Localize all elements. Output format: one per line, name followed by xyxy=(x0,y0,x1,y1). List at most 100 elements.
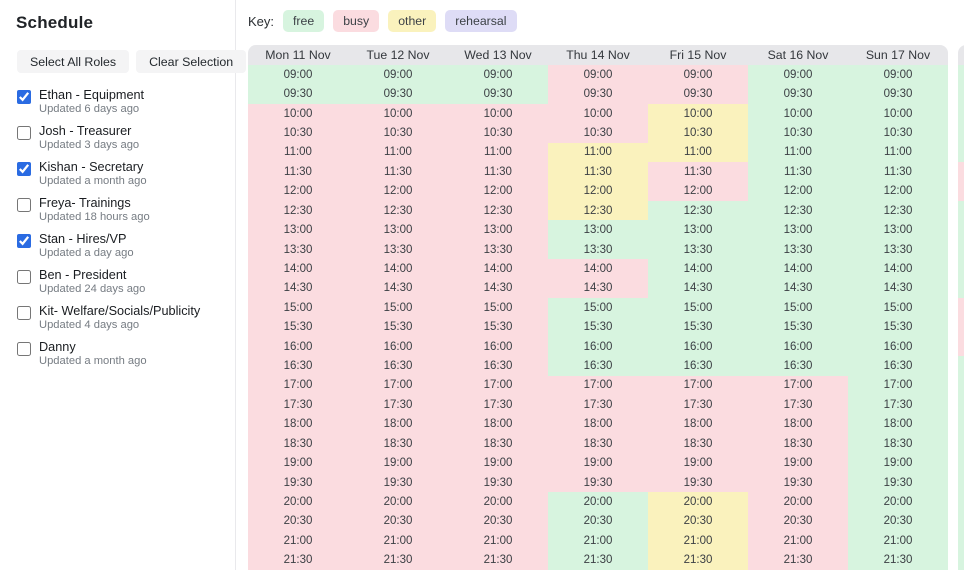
time-cell: 13:30 xyxy=(248,239,348,260)
time-cell: 09:00 xyxy=(648,65,748,85)
time-cell: 18:30 xyxy=(748,434,848,454)
role-item[interactable]: Stan - Hires/VP Updated a day ago xyxy=(0,232,235,260)
time-cell: 21:00 xyxy=(648,531,748,551)
role-updated: Updated 4 days ago xyxy=(39,319,140,331)
time-cell: 10:30 xyxy=(848,123,948,143)
time-cell: 20:00 xyxy=(848,492,948,512)
time-cell-partial xyxy=(958,550,964,570)
time-cell-partial xyxy=(958,375,964,396)
time-cell-partial xyxy=(958,142,964,163)
time-cell: 20:30 xyxy=(848,511,948,532)
time-cell: 12:00 xyxy=(748,181,848,201)
time-cell: 11:00 xyxy=(548,142,648,163)
time-cell-partial xyxy=(958,239,964,260)
time-cell: 09:30 xyxy=(648,84,748,104)
time-cell: 20:00 xyxy=(248,492,348,512)
time-cell: 10:00 xyxy=(248,103,348,124)
time-cell-partial xyxy=(958,200,964,221)
time-cell: 18:00 xyxy=(548,414,648,435)
role-updated: Updated 24 days ago xyxy=(39,283,146,295)
time-cell: 19:00 xyxy=(748,453,848,473)
time-cell-partial xyxy=(958,414,964,435)
time-cell: 12:30 xyxy=(548,200,648,221)
role-name: Danny xyxy=(39,340,76,354)
time-cell: 16:00 xyxy=(748,336,848,357)
role-checkbox[interactable] xyxy=(17,162,31,176)
time-cell: 14:30 xyxy=(848,278,948,299)
role-text: Josh - Treasurer Updated 3 days ago xyxy=(39,124,139,152)
time-cell: 09:30 xyxy=(548,84,648,104)
time-cell: 21:00 xyxy=(448,531,548,551)
time-cell-partial xyxy=(958,298,964,318)
time-cell: 17:30 xyxy=(648,395,748,415)
role-item[interactable]: Josh - Treasurer Updated 3 days ago xyxy=(0,124,235,152)
role-checkbox[interactable] xyxy=(17,270,31,284)
time-cell: 10:30 xyxy=(248,123,348,143)
time-cell: 21:00 xyxy=(748,531,848,551)
role-checkbox[interactable] xyxy=(17,306,31,320)
time-cell-partial xyxy=(958,492,964,512)
schedule-grid: Mon 11 Nov 09:00 09:30 10:00 10:30 11:00 11:30… xyxy=(248,45,948,570)
time-cell: 11:00 xyxy=(648,142,748,163)
time-cell: 17:30 xyxy=(548,395,648,415)
time-cell: 19:30 xyxy=(648,472,748,493)
time-cell: 18:30 xyxy=(548,434,648,454)
time-cell: 09:00 xyxy=(748,65,848,85)
time-cell: 20:30 xyxy=(548,511,648,532)
time-cell: 15:00 xyxy=(348,298,448,318)
select-all-roles-button[interactable]: Select All Roles xyxy=(17,50,130,73)
time-cell: 12:00 xyxy=(848,181,948,201)
time-cell: 14:30 xyxy=(348,278,448,299)
role-checkbox[interactable] xyxy=(17,126,31,140)
time-cell: 14:00 xyxy=(448,259,548,279)
time-cell: 13:00 xyxy=(248,220,348,240)
time-cell: 13:00 xyxy=(748,220,848,240)
time-cell: 15:30 xyxy=(748,317,848,337)
time-cell: 11:30 xyxy=(248,162,348,182)
role-item[interactable]: Danny Updated a month ago xyxy=(0,340,235,368)
role-updated: Updated 6 days ago xyxy=(39,103,140,115)
time-cell: 16:30 xyxy=(548,356,648,376)
role-item[interactable]: Ben - President Updated 24 days ago xyxy=(0,268,235,296)
role-checkbox[interactable] xyxy=(17,234,31,248)
time-cell: 21:30 xyxy=(348,550,448,570)
time-cell: 18:00 xyxy=(348,414,448,435)
next-week-peek xyxy=(958,45,964,570)
time-cell: 16:00 xyxy=(548,336,648,357)
time-cell: 13:30 xyxy=(448,239,548,260)
role-checkbox[interactable] xyxy=(17,198,31,212)
time-cell: 16:00 xyxy=(848,336,948,357)
time-cell-partial xyxy=(958,434,964,454)
time-cell: 14:00 xyxy=(848,259,948,279)
role-updated: Updated a month ago xyxy=(39,175,147,187)
time-cell: 15:00 xyxy=(248,298,348,318)
time-cell: 18:30 xyxy=(248,434,348,454)
time-cell: 12:00 xyxy=(648,181,748,201)
time-cell: 11:00 xyxy=(248,142,348,163)
time-cell: 17:00 xyxy=(648,375,748,396)
time-cell: 10:30 xyxy=(548,123,648,143)
time-cell: 12:30 xyxy=(748,200,848,221)
role-item[interactable]: Ethan - Equipment Updated 6 days ago xyxy=(0,88,235,116)
time-cell: 15:30 xyxy=(548,317,648,337)
role-checkbox[interactable] xyxy=(17,342,31,356)
time-cell: 10:00 xyxy=(648,103,748,124)
role-checkbox[interactable] xyxy=(17,90,31,104)
role-text: Kit- Welfare/Socials/Publicity Updated 4 … xyxy=(39,304,200,332)
role-item[interactable]: Freya- Trainings Updated 18 hours ago xyxy=(0,196,235,224)
time-cell: 16:30 xyxy=(448,356,548,376)
time-cell: 16:00 xyxy=(448,336,548,357)
time-cell: 11:00 xyxy=(448,142,548,163)
time-cell: 11:30 xyxy=(648,162,748,182)
time-cell: 13:30 xyxy=(548,239,648,260)
clear-selection-button[interactable]: Clear Selection xyxy=(136,50,247,73)
time-cell-partial xyxy=(958,317,964,337)
time-cell: 18:00 xyxy=(748,414,848,435)
role-item[interactable]: Kit- Welfare/Socials/Publicity Updated 4 … xyxy=(0,304,235,332)
time-cell: 10:00 xyxy=(748,103,848,124)
time-cell: 15:30 xyxy=(348,317,448,337)
time-cell: 17:30 xyxy=(248,395,348,415)
role-item[interactable]: Kishan - Secretary Updated a month ago xyxy=(0,160,235,188)
time-cell: 15:00 xyxy=(648,298,748,318)
time-cell: 15:00 xyxy=(548,298,648,318)
